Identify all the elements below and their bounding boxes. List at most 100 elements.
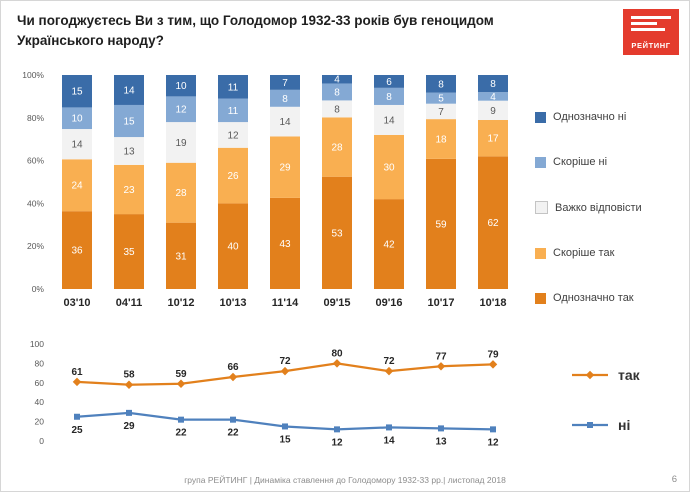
bar-x-axis-label: 10'18 [479, 297, 506, 309]
line-chart-section: 0 20 40 60 80 100 61 58 59 66 72 80 72 77 79 25 29 22 22 15… [11, 327, 640, 453]
bar-segment [426, 119, 456, 159]
legend-label: Однозначно так [553, 292, 634, 304]
diamond-marker [436, 362, 446, 371]
point-label: 12 [331, 437, 343, 448]
line-y-axis-label: 0 [39, 436, 44, 446]
bar-segment [218, 203, 248, 289]
page-title: Чи погоджуєтесь Ви з тим, що Голодомор 1… [17, 13, 494, 49]
bar-value-label: 40 [227, 242, 239, 253]
bar-x-axis-label: 04'11 [116, 297, 142, 309]
bar-y-axis-label: 20% [27, 241, 44, 251]
bar-value-label: 42 [383, 240, 395, 251]
bar-chart-legend: Однозначно ні Скоріше ні Важко відповісти С… [535, 63, 677, 315]
line-legend-icon [572, 370, 608, 380]
line-legend-icon [572, 422, 608, 428]
stacked-bar-chart-section: 0% 20% 40% 60% 80% 100% 36 24 14 10 15 03'10 35 23 13 1… [11, 63, 677, 315]
legend-label: Скоріше так [553, 247, 615, 259]
bar-segment [166, 122, 196, 163]
point-label: 61 [71, 367, 83, 378]
bar-segment [62, 107, 92, 130]
bar-value-label: 12 [227, 130, 239, 141]
bar-segment [270, 136, 300, 198]
legend-label: Важко відповісти [555, 201, 642, 214]
point-label: 13 [435, 436, 447, 447]
bar-value-label: 23 [123, 185, 135, 196]
bar-value-label: 36 [71, 246, 83, 257]
bar-segment [426, 103, 456, 120]
logo-text: РЕЙТИНГ [631, 41, 671, 50]
square-marker [178, 416, 184, 423]
line-legend-item: ні [571, 417, 640, 433]
bar-value-label: 15 [123, 117, 135, 128]
point-label: 58 [123, 370, 135, 381]
bar-segment [374, 134, 404, 200]
bar-segment [322, 75, 352, 84]
bar-segment [62, 129, 92, 160]
point-label: 14 [383, 435, 395, 446]
diamond-marker [384, 366, 394, 376]
bar-value-label: 14 [71, 140, 83, 151]
square-marker [490, 426, 496, 433]
line-y-axis-label: 80 [35, 358, 45, 368]
bar-value-label: 62 [487, 218, 499, 229]
legend-label: Однозначно ні [553, 111, 627, 123]
bar-y-axis-label: 0% [32, 284, 45, 294]
line-legend-item: так [571, 367, 640, 383]
bar-value-label: 14 [279, 117, 291, 128]
line-y-axis-label: 100 [30, 339, 44, 349]
bar-value-label: 11 [228, 82, 239, 93]
bar-value-label: 7 [438, 107, 444, 118]
bar-value-label: 24 [71, 181, 83, 192]
legend-item: Важко відповісти [535, 201, 677, 214]
point-label: 29 [123, 421, 135, 432]
bar-segment [322, 83, 352, 101]
bar-segment [166, 222, 196, 289]
bar-value-label: 11 [228, 106, 239, 117]
point-label: 72 [279, 356, 291, 367]
bar-segment [478, 75, 508, 93]
line-legend-label: ні [618, 417, 631, 433]
bar-segment [62, 159, 92, 212]
bar-y-axis-label: 100% [22, 70, 44, 80]
bar-segment [166, 75, 196, 97]
bar-segment [322, 117, 352, 177]
bar-value-label: 17 [487, 134, 499, 145]
diamond-marker [72, 377, 82, 387]
legend-item: Скоріше так [535, 247, 677, 259]
bar-value-label: 43 [279, 239, 291, 250]
bar-value-label: 35 [123, 247, 135, 258]
bar-value-label: 6 [386, 77, 392, 88]
bar-value-label: 7 [282, 78, 288, 89]
point-label: 15 [279, 434, 291, 445]
line-chart: 0 20 40 60 80 100 61 58 59 66 72 80 72 77 79 25 29 22 22 15… [30, 339, 499, 448]
bar-segment [114, 137, 144, 165]
diamond-marker [332, 359, 342, 368]
diamond-marker [280, 366, 290, 376]
bar-x-axis-label: 09'15 [323, 297, 350, 309]
square-marker [126, 409, 132, 416]
bar-segment [270, 89, 300, 107]
point-label: 22 [175, 428, 187, 439]
bar-segment [426, 75, 456, 93]
bar-segment [218, 75, 248, 99]
bar-value-label: 13 [123, 146, 135, 157]
bar-segment [218, 147, 248, 204]
bar-x-axis-label: 03'10 [63, 297, 90, 309]
bar-segment [478, 100, 508, 120]
bar-value-label: 9 [490, 106, 496, 117]
bar-x-axis-label: 10'13 [219, 297, 246, 309]
bar-value-label: 8 [490, 79, 496, 90]
bar-segment [374, 75, 404, 88]
bar-y-axis-label: 80% [27, 113, 44, 123]
bar-value-label: 8 [334, 87, 340, 98]
point-label: 79 [487, 349, 499, 360]
square-marker [334, 426, 340, 433]
bar-segment [478, 119, 508, 157]
bar-x-axis-label: 09'16 [375, 297, 402, 309]
point-label: 66 [227, 362, 239, 373]
bar-segment [114, 75, 144, 105]
page-number: 6 [671, 474, 677, 485]
square-marker [282, 423, 288, 430]
bar-segment [322, 100, 352, 118]
bar-segment [322, 176, 352, 289]
